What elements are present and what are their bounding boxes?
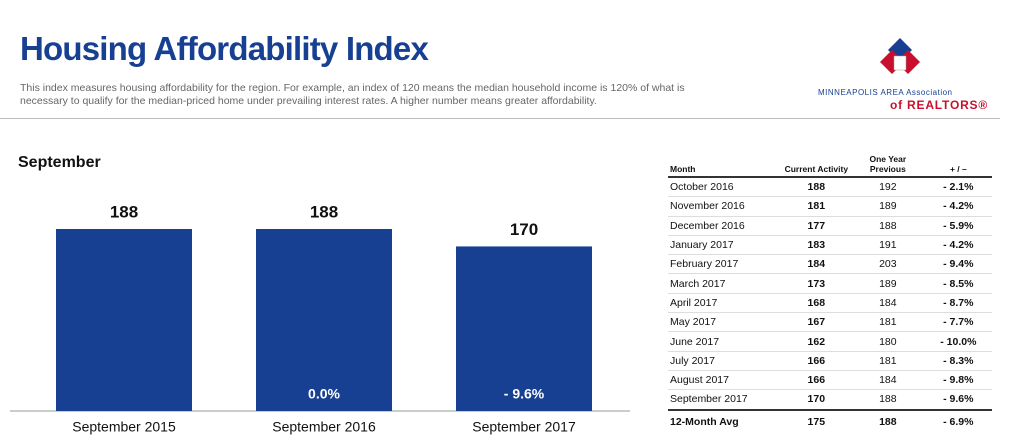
table-cell: January 2017 (668, 235, 782, 256)
table-cell: 180 (851, 331, 925, 352)
table-cell: 166 (781, 351, 852, 371)
table-cell: 175 (781, 408, 852, 433)
table-row: December 2016 177 188- 5.9% (668, 216, 992, 236)
table-cell: 184 (781, 254, 852, 275)
value-label: 170 (510, 220, 538, 239)
table-cell: - 5.9% (924, 216, 992, 236)
table-cell: 192 (851, 177, 925, 198)
table-cell: May 2017 (668, 312, 782, 333)
table-row: August 2017 166 184- 9.8% (668, 370, 992, 391)
bar (456, 246, 592, 411)
column-header: Current Activity (781, 154, 852, 178)
table-cell: 188 (851, 216, 925, 236)
table-cell: - 4.2% (924, 196, 992, 217)
table-cell: 188 (851, 389, 925, 411)
table-cell: July 2017 (668, 351, 782, 371)
table-row: April 2017 168 184- 8.7% (668, 293, 992, 314)
value-label: 188 (110, 202, 138, 221)
table-cell: - 6.9% (924, 408, 992, 433)
table-cell: 203 (851, 254, 925, 275)
change-label: - 9.6% (504, 386, 545, 402)
table-row: July 2017 166 181- 8.3% (668, 351, 992, 371)
table-cell: 166 (781, 370, 852, 391)
column-header: + / – (924, 154, 992, 178)
table-cell: November 2016 (668, 196, 782, 217)
table-cell: March 2017 (668, 273, 782, 294)
table-cell: 181 (781, 196, 852, 217)
table-cell: 181 (851, 312, 925, 333)
data-table: Month Current Activity One Year Previous + … (668, 154, 992, 433)
x-tick-label: September 2017 (472, 419, 576, 435)
table-cell: April 2017 (668, 293, 782, 314)
table-cell: 183 (781, 235, 852, 256)
table-cell: September 2017 (668, 389, 782, 411)
logo-text: MINNEAPOLIS AREA Association (818, 88, 953, 97)
bar (256, 229, 392, 411)
table-row: November 2016 181 189- 4.2% (668, 196, 992, 217)
x-tick-label: September 2016 (272, 419, 376, 435)
description: This index measures housing affordabilit… (20, 82, 685, 107)
column-header: One Year Previous (851, 154, 925, 178)
table-cell: - 8.7% (924, 293, 992, 314)
logo-icon (880, 38, 920, 74)
table-row: October 2016 188 192- 2.1% (668, 177, 992, 198)
chart: September 188 September 2015 188 September … (10, 154, 630, 435)
table-cell: 188 (781, 177, 852, 198)
table-cell: - 2.1% (924, 177, 992, 198)
table-row: February 2017 184 203- 9.4% (668, 254, 992, 275)
table-cell: 173 (781, 273, 852, 294)
table-cell: 189 (851, 196, 925, 217)
table-cell: 177 (781, 216, 852, 236)
table-row: May 2017 167 181- 7.7% (668, 312, 992, 333)
table-row: June 2017 162 180- 10.0% (668, 331, 992, 352)
table-cell: - 10.0% (924, 331, 992, 352)
table-row: September 2017 170 188- 9.6% (668, 389, 992, 411)
table-row: 12-Month Avg 175 188- 6.9% (668, 408, 992, 433)
page-title: Housing Affordability Index (20, 30, 429, 67)
table-cell: - 9.4% (924, 254, 992, 275)
table-cell: June 2017 (668, 331, 782, 352)
table-cell: February 2017 (668, 254, 782, 275)
table-cell: 181 (851, 351, 925, 371)
table-cell: December 2016 (668, 216, 782, 236)
table-cell: August 2017 (668, 370, 782, 391)
table-row: March 2017 173 189- 8.5% (668, 273, 992, 294)
change-label: 0.0% (308, 386, 340, 402)
table-cell: 162 (781, 331, 852, 352)
table-cell: 188 (851, 408, 925, 433)
logo-text: of REALTORS® (890, 98, 988, 112)
chart-title: September (18, 154, 101, 171)
table-cell: 170 (781, 389, 852, 411)
table-cell: - 8.3% (924, 351, 992, 371)
table-cell: 167 (781, 312, 852, 333)
table-cell: 12-Month Avg (668, 408, 782, 433)
table-cell: 168 (781, 293, 852, 314)
table-cell: - 8.5% (924, 273, 992, 294)
table-row: January 2017 183 191- 4.2% (668, 235, 992, 256)
table-cell: 189 (851, 273, 925, 294)
value-label: 188 (310, 202, 338, 221)
x-tick-label: September 2015 (72, 419, 176, 435)
table-cell: - 9.6% (924, 389, 992, 411)
bar (56, 229, 192, 411)
divider (0, 118, 1000, 119)
table-cell: 184 (851, 293, 925, 314)
table-cell: 184 (851, 370, 925, 391)
column-header: Month (668, 154, 782, 178)
table-cell: - 4.2% (924, 235, 992, 256)
table-cell: October 2016 (668, 177, 782, 198)
table-cell: - 9.8% (924, 370, 992, 391)
table-cell: 191 (851, 235, 925, 256)
table-cell: - 7.7% (924, 312, 992, 333)
